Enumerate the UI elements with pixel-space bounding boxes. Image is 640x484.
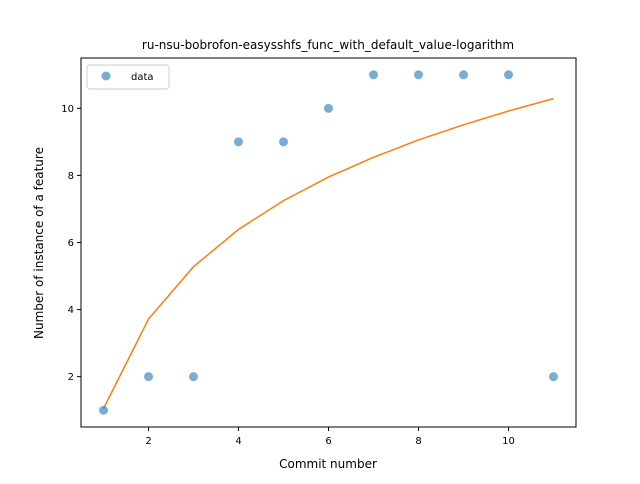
x-tick-label: 6 <box>325 436 331 447</box>
data-point <box>189 372 198 382</box>
y-tick-label: 6 <box>68 238 74 249</box>
data-point <box>99 405 108 415</box>
y-tick-label: 8 <box>68 171 74 182</box>
data-point <box>279 137 288 147</box>
data-point <box>234 137 243 147</box>
data-point <box>144 372 153 382</box>
x-tick-label: 2 <box>145 436 151 447</box>
y-tick-label: 10 <box>61 104 74 115</box>
data-point <box>504 70 513 80</box>
x-tick-label: 10 <box>502 436 515 447</box>
chart-title: ru-nsu-bobrofon-easysshfs_func_with_defa… <box>142 38 514 52</box>
data-point <box>414 70 423 80</box>
y-tick-label: 4 <box>68 305 74 316</box>
plot-area: 2 4 6 8 10 2 4 6 8 10 <box>61 57 577 447</box>
x-axis-label: Commit number <box>279 457 377 471</box>
legend-label-data: data <box>131 72 154 83</box>
data-point <box>324 103 333 113</box>
legend-marker-data <box>101 71 111 81</box>
fit-line <box>102 97 554 409</box>
x-tick-label: 8 <box>415 436 421 447</box>
data-point <box>459 70 468 80</box>
x-tick-label: 4 <box>235 436 241 447</box>
legend-box <box>86 64 170 90</box>
data-point <box>549 372 558 382</box>
y-axis-label: Number of instance of a feature <box>32 147 46 339</box>
legend: data <box>86 64 170 90</box>
y-tick-label: 2 <box>68 372 74 383</box>
data-point <box>369 70 378 80</box>
